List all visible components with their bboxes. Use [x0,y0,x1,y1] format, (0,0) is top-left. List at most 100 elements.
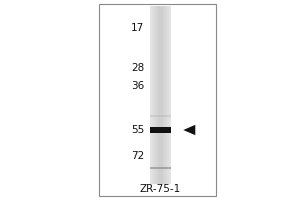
Bar [169,97,171,99]
Bar [160,126,163,128]
Bar [163,126,165,128]
Bar [167,102,169,104]
Bar [154,77,156,79]
Bar [156,137,158,140]
Bar [154,153,156,155]
Bar [165,122,167,124]
Bar [156,144,158,146]
Bar [165,142,167,144]
Bar [152,17,154,19]
Bar [165,106,167,108]
Bar [163,77,165,79]
Bar [169,104,171,106]
Bar [152,108,154,111]
Bar [160,86,163,88]
Bar [158,15,160,17]
Bar [150,57,152,59]
Bar [167,26,169,28]
Bar [165,146,167,148]
Bar [154,66,156,68]
Bar [152,39,154,42]
Bar [160,71,163,73]
Bar [167,53,169,55]
Bar [167,35,169,37]
Bar [158,75,160,77]
Bar [158,113,160,115]
Bar [167,128,169,131]
Bar [152,68,154,71]
Bar [150,6,171,184]
Bar [169,177,171,180]
Bar [156,157,158,160]
Bar [167,157,169,160]
Bar [160,164,163,166]
Bar [165,119,167,122]
Bar [160,50,163,53]
Bar [167,77,169,79]
Bar [169,113,171,115]
Polygon shape [183,125,195,135]
Bar [167,64,169,66]
Bar [160,55,163,57]
Bar [163,148,165,151]
Bar [156,146,158,148]
Bar [169,39,171,42]
Bar [167,135,169,137]
Bar [169,99,171,102]
Bar [169,151,171,153]
Bar [156,8,158,10]
Bar [163,93,165,95]
Bar [167,171,169,173]
Bar [169,102,171,104]
Bar [154,115,156,117]
Bar [156,115,158,117]
Bar [163,111,165,113]
Bar [152,168,154,171]
Bar [163,160,165,162]
Bar [163,37,165,39]
Bar [154,144,156,146]
Bar [158,88,160,91]
Bar [152,57,154,59]
Bar [158,122,160,124]
Bar [150,33,152,35]
Bar [160,91,163,93]
Bar [158,97,160,99]
Bar [156,57,158,59]
Bar [165,180,167,182]
Bar [160,6,163,8]
Bar [158,35,160,37]
Bar [169,88,171,91]
Bar [169,42,171,44]
Bar [160,137,163,140]
Bar [163,39,165,42]
Bar [156,133,158,135]
Bar [160,144,163,146]
Bar [154,91,156,93]
Bar [150,88,152,91]
Bar [156,119,158,122]
Bar [156,64,158,66]
Bar [165,17,167,19]
Bar [165,124,167,126]
Bar [150,106,152,108]
Bar [165,128,167,131]
Bar [163,104,165,106]
Bar [154,79,156,82]
Bar [158,140,160,142]
Bar [163,13,165,15]
Text: 36: 36 [131,81,144,91]
Bar [152,177,154,180]
Bar [158,99,160,102]
Bar [167,42,169,44]
Bar [163,71,165,73]
Bar [158,64,160,66]
Bar [169,157,171,160]
Bar [163,88,165,91]
Bar [169,182,171,184]
Bar [160,57,163,59]
Bar [154,162,156,164]
Bar [167,106,169,108]
Bar [156,173,158,175]
Bar [152,37,154,39]
